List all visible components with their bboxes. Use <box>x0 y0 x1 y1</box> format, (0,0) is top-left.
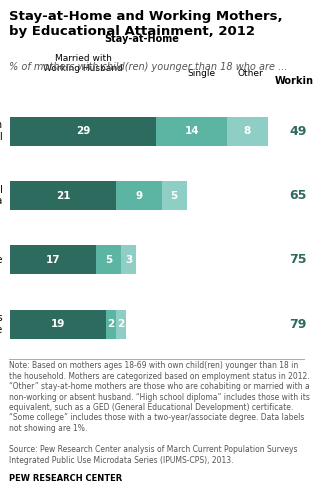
Text: 2: 2 <box>118 319 125 329</box>
Bar <box>116 310 126 339</box>
Text: 79: 79 <box>289 318 306 331</box>
Text: 5: 5 <box>105 255 112 265</box>
Text: 9: 9 <box>135 191 142 200</box>
Bar <box>162 181 187 210</box>
Bar <box>116 181 162 210</box>
Text: Single: Single <box>188 69 216 78</box>
Text: 65: 65 <box>289 189 306 202</box>
Text: Note: Based on mothers ages 18-69 with own child(ren) younger than 18 in the hou: Note: Based on mothers ages 18-69 with o… <box>9 361 310 433</box>
Bar <box>10 117 156 146</box>
Text: Stay-at-Home and Working Mothers,
by Educational Attainment, 2012: Stay-at-Home and Working Mothers, by Edu… <box>9 10 283 38</box>
Text: Bachelor's
degree or more: Bachelor's degree or more <box>0 313 3 335</box>
Text: 5: 5 <box>171 191 178 200</box>
Text: 8: 8 <box>244 126 251 136</box>
Text: Other: Other <box>237 69 263 78</box>
Text: 17: 17 <box>46 255 60 265</box>
Text: Less than
high school: Less than high school <box>0 120 3 142</box>
Text: 14: 14 <box>185 126 199 136</box>
Text: Married with
Working Husband: Married with Working Husband <box>44 54 123 73</box>
Text: High school
diploma: High school diploma <box>0 185 3 206</box>
Bar <box>106 310 116 339</box>
Text: Stay-at-Home: Stay-at-Home <box>104 34 179 45</box>
Text: 49: 49 <box>289 125 306 138</box>
Bar <box>227 117 268 146</box>
Bar <box>156 117 227 146</box>
Bar <box>121 246 136 274</box>
Bar <box>10 310 106 339</box>
Text: % of mothers with child(ren) younger than 18 who are ...: % of mothers with child(ren) younger tha… <box>9 62 288 72</box>
Text: 2: 2 <box>107 319 115 329</box>
Text: 19: 19 <box>51 319 65 329</box>
Text: 29: 29 <box>76 126 90 136</box>
Text: PEW RESEARCH CENTER: PEW RESEARCH CENTER <box>9 474 123 483</box>
Bar <box>10 246 96 274</box>
Text: Working: Working <box>275 76 313 86</box>
Text: 75: 75 <box>289 253 307 266</box>
Bar <box>96 246 121 274</box>
Text: Source: Pew Research Center analysis of March Current Population Surveys Integra: Source: Pew Research Center analysis of … <box>9 446 298 465</box>
Bar <box>10 181 116 210</box>
Text: 21: 21 <box>56 191 70 200</box>
Text: 3: 3 <box>125 255 132 265</box>
Text: Some college: Some college <box>0 255 3 265</box>
